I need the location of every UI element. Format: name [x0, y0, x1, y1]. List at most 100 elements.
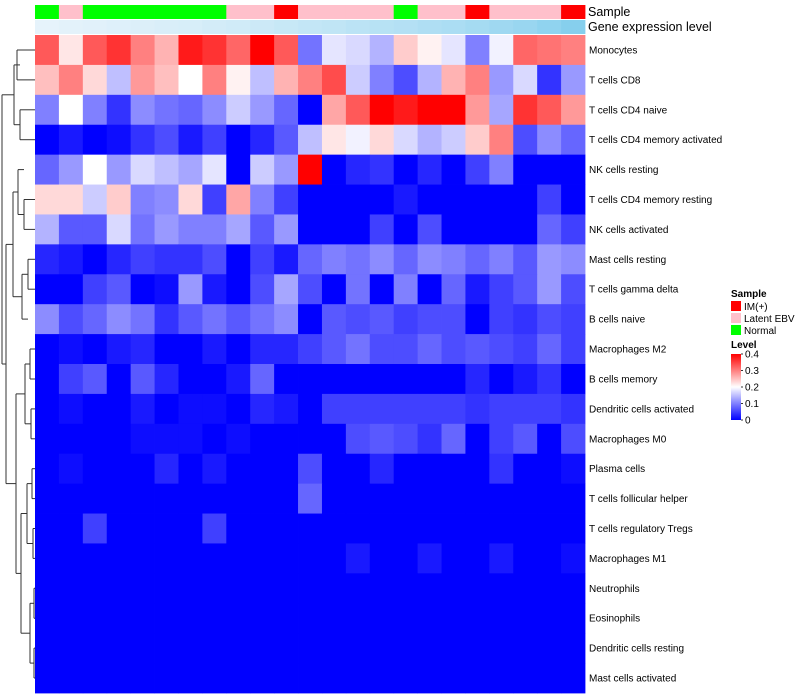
heatmap-cell	[106, 633, 132, 664]
heatmap-cell	[441, 274, 466, 305]
heatmap-cell	[321, 184, 347, 215]
heatmap-cell	[321, 214, 347, 245]
heatmap-cell	[154, 334, 179, 365]
heatmap-cell	[561, 184, 586, 215]
heatmap-cell	[274, 94, 299, 126]
heatmap-cell	[202, 124, 227, 156]
heatmap-cell	[321, 423, 347, 455]
heatmap-cell	[345, 513, 371, 544]
heatmap-cell	[154, 304, 179, 335]
heatmap-cell	[178, 543, 203, 574]
heatmap-cell	[537, 64, 562, 96]
sample-annotation-cell	[298, 5, 323, 19]
expression-annotation-cell	[274, 20, 299, 34]
heatmap-cell	[465, 274, 490, 305]
heatmap-cell	[393, 603, 419, 634]
heatmap-cell	[58, 124, 84, 156]
heatmap-cell	[369, 64, 395, 96]
heatmap-cell	[35, 304, 60, 335]
expression-annotation-cell	[130, 20, 155, 34]
heatmap-cell	[321, 364, 347, 395]
level-tick-label: 0	[745, 416, 751, 427]
sample-annotation-cell	[178, 5, 203, 19]
heatmap-cell	[130, 214, 155, 245]
heatmap-cell	[537, 35, 562, 66]
heatmap-cell	[250, 124, 275, 156]
expression-annotation-cell	[226, 20, 251, 34]
heatmap-cell	[178, 573, 203, 604]
heatmap-cell	[178, 244, 203, 275]
heatmap-cell	[250, 573, 275, 604]
heatmap-cell	[561, 35, 586, 66]
expression-annotation-cell	[82, 20, 108, 34]
heatmap-cell	[82, 364, 108, 395]
heatmap-cell	[417, 274, 442, 305]
heatmap-cell	[417, 154, 442, 185]
heatmap-cell	[250, 633, 275, 664]
heatmap-cell	[537, 364, 562, 395]
row-label: Macrophages M0	[589, 434, 667, 445]
heatmap-cell	[489, 393, 514, 425]
heatmap-cell	[561, 423, 586, 455]
heatmap-cell	[321, 274, 347, 305]
heatmap-cell	[321, 94, 347, 126]
heatmap-cell	[393, 274, 419, 305]
heatmap-cell	[441, 543, 466, 574]
heatmap-cell	[465, 64, 490, 96]
heatmap-cell	[465, 513, 490, 544]
heatmap-cell	[106, 184, 132, 215]
heatmap-cell	[178, 154, 203, 185]
sample-annotation-cell	[130, 5, 155, 19]
heatmap-cell	[274, 483, 299, 514]
heatmap-cell	[298, 603, 323, 634]
heatmap-cell	[154, 35, 179, 66]
heatmap-cell	[250, 364, 275, 395]
heatmap-cell	[178, 603, 203, 634]
heatmap-cell	[489, 244, 514, 275]
heatmap-cell	[369, 124, 395, 156]
heatmap-cell	[226, 214, 251, 245]
heatmap-cell	[321, 124, 347, 156]
heatmap-cell	[35, 483, 60, 514]
heatmap-cell	[130, 64, 155, 96]
heatmap-cell	[130, 364, 155, 395]
heatmap-cell	[298, 124, 323, 156]
heatmap-cell	[561, 304, 586, 335]
heatmap-cell	[274, 543, 299, 574]
heatmap-cell	[130, 274, 155, 305]
heatmap-cell	[226, 64, 251, 96]
heatmap-cell	[441, 124, 466, 156]
row-label: B cells naive	[589, 315, 646, 326]
heatmap-cell	[58, 423, 84, 455]
heatmap-cell	[345, 214, 371, 245]
row-label: NK cells resting	[589, 165, 658, 176]
heatmap-cell	[130, 304, 155, 335]
heatmap-cell	[417, 214, 442, 245]
heatmap-cell	[250, 334, 275, 365]
heatmap-cell	[250, 603, 275, 634]
heatmap-cell	[345, 453, 371, 485]
heatmap-cell	[298, 334, 323, 365]
heatmap-cell	[130, 124, 155, 156]
heatmap-cell	[130, 244, 155, 275]
heatmap-cell	[441, 483, 466, 514]
heatmap-cell	[58, 214, 84, 245]
heatmap-cell	[345, 334, 371, 365]
heatmap-cell	[250, 274, 275, 305]
heatmap-cell	[82, 423, 108, 455]
heatmap-cell	[369, 483, 395, 514]
heatmap-cell	[465, 603, 490, 634]
heatmap-cell	[35, 244, 60, 275]
heatmap-cell	[202, 154, 227, 185]
heatmap-cell	[250, 543, 275, 574]
heatmap-cell	[489, 154, 514, 185]
heatmap-cell	[393, 214, 419, 245]
heatmap-cell	[369, 154, 395, 185]
heatmap-cell	[561, 633, 586, 664]
sample-annotation-cell	[465, 5, 490, 19]
heatmap-cell	[202, 274, 227, 305]
heatmap-cell	[35, 154, 60, 185]
heatmap-cell	[369, 513, 395, 544]
heatmap-cell	[345, 64, 371, 96]
heatmap-cell	[298, 663, 323, 694]
